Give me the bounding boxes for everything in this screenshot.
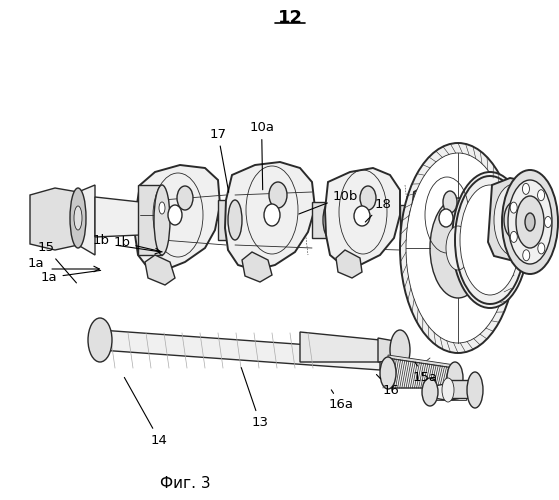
Polygon shape xyxy=(400,205,416,235)
Polygon shape xyxy=(388,358,455,388)
Polygon shape xyxy=(145,255,175,285)
Polygon shape xyxy=(312,202,330,238)
Polygon shape xyxy=(476,208,492,242)
Text: 14: 14 xyxy=(124,378,168,446)
Ellipse shape xyxy=(168,205,182,225)
Text: 1a: 1a xyxy=(41,270,101,284)
Polygon shape xyxy=(388,355,455,368)
Text: 1a: 1a xyxy=(27,257,44,270)
Polygon shape xyxy=(30,188,78,250)
Ellipse shape xyxy=(523,250,530,261)
Polygon shape xyxy=(95,197,140,237)
Polygon shape xyxy=(225,162,315,270)
Ellipse shape xyxy=(504,202,524,238)
Ellipse shape xyxy=(264,204,280,226)
Text: 15: 15 xyxy=(37,241,77,283)
Text: 10a: 10a xyxy=(249,121,274,190)
Text: Фиг. 3: Фиг. 3 xyxy=(160,476,210,490)
Text: 15a: 15a xyxy=(413,362,437,384)
Ellipse shape xyxy=(74,206,82,230)
Ellipse shape xyxy=(525,213,535,231)
Ellipse shape xyxy=(523,184,529,194)
Ellipse shape xyxy=(88,318,112,362)
Polygon shape xyxy=(412,178,476,262)
Polygon shape xyxy=(336,250,362,278)
Text: 1b: 1b xyxy=(93,234,110,246)
Ellipse shape xyxy=(380,357,396,389)
Ellipse shape xyxy=(354,206,370,226)
Polygon shape xyxy=(430,385,466,400)
Ellipse shape xyxy=(508,180,552,264)
Ellipse shape xyxy=(510,232,517,242)
Polygon shape xyxy=(135,165,220,270)
Ellipse shape xyxy=(538,190,544,200)
Ellipse shape xyxy=(502,170,558,274)
Ellipse shape xyxy=(460,185,520,295)
Ellipse shape xyxy=(430,384,466,400)
Ellipse shape xyxy=(494,184,534,256)
Text: 18: 18 xyxy=(365,198,391,222)
Ellipse shape xyxy=(446,226,470,270)
Ellipse shape xyxy=(439,209,453,227)
Text: 1b: 1b xyxy=(113,236,162,252)
Ellipse shape xyxy=(177,186,193,210)
Ellipse shape xyxy=(154,185,170,255)
Ellipse shape xyxy=(538,243,545,254)
Polygon shape xyxy=(218,200,235,240)
Ellipse shape xyxy=(442,378,454,402)
Ellipse shape xyxy=(443,191,457,213)
Text: 16a: 16a xyxy=(329,390,353,411)
Text: 13: 13 xyxy=(241,368,268,429)
Ellipse shape xyxy=(422,378,438,406)
Ellipse shape xyxy=(360,186,376,210)
Ellipse shape xyxy=(406,153,510,343)
Ellipse shape xyxy=(510,202,517,213)
Text: 10b: 10b xyxy=(299,190,358,214)
Ellipse shape xyxy=(400,143,516,353)
Ellipse shape xyxy=(516,196,544,248)
Polygon shape xyxy=(138,185,162,255)
Ellipse shape xyxy=(544,216,552,228)
Ellipse shape xyxy=(323,202,337,238)
Ellipse shape xyxy=(409,205,423,235)
Text: 17: 17 xyxy=(210,128,229,192)
Polygon shape xyxy=(325,168,400,265)
Ellipse shape xyxy=(159,202,165,214)
Text: 16: 16 xyxy=(376,374,400,396)
Text: 12: 12 xyxy=(277,9,302,27)
Polygon shape xyxy=(488,178,538,260)
Polygon shape xyxy=(448,380,475,398)
Ellipse shape xyxy=(390,330,410,370)
Polygon shape xyxy=(100,330,380,370)
Polygon shape xyxy=(242,252,272,282)
Ellipse shape xyxy=(70,188,86,248)
Ellipse shape xyxy=(430,198,486,298)
Ellipse shape xyxy=(228,200,242,240)
Ellipse shape xyxy=(269,182,287,208)
Polygon shape xyxy=(378,338,400,362)
Ellipse shape xyxy=(447,362,463,394)
Polygon shape xyxy=(78,185,95,255)
Ellipse shape xyxy=(467,372,483,408)
Polygon shape xyxy=(300,332,380,362)
Ellipse shape xyxy=(452,172,528,308)
